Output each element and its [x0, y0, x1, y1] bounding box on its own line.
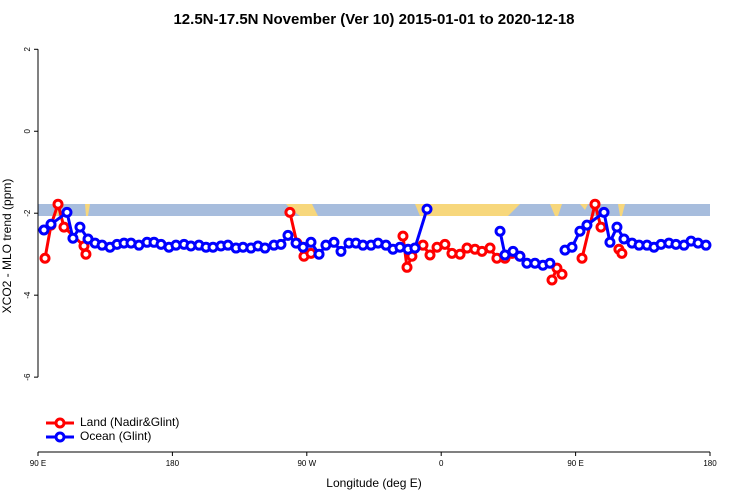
data-point	[574, 225, 586, 237]
y-tick-label: -2	[23, 209, 32, 217]
x-tick-label: 90 W	[297, 459, 316, 468]
x-tick-label: 180	[166, 459, 180, 468]
data-point	[401, 261, 413, 273]
data-point	[700, 239, 712, 251]
data-point	[67, 232, 79, 244]
data-point	[305, 236, 317, 248]
data-point	[556, 268, 568, 280]
data-point	[544, 257, 556, 269]
data-point	[439, 238, 451, 250]
data-point	[409, 242, 421, 254]
land-ocean-strip	[38, 204, 710, 216]
x-tick-label: 0	[439, 459, 444, 468]
y-axis-label: XCO2 - MLO trend (ppm)	[0, 179, 14, 314]
data-point	[38, 224, 50, 236]
y-tick-label: 0	[23, 128, 32, 133]
chart-title: 12.5N-17.5N November (Ver 10) 2015-01-01…	[173, 11, 574, 28]
y-tick-label: -6	[23, 373, 32, 381]
data-point	[80, 248, 92, 260]
data-point	[282, 229, 294, 241]
data-point	[604, 236, 616, 248]
data-point	[581, 219, 593, 231]
data-point	[546, 274, 558, 286]
data-point	[566, 241, 578, 253]
data-point	[39, 252, 51, 264]
legend-marker	[54, 417, 66, 429]
data-point	[397, 230, 409, 242]
data-point	[424, 249, 436, 261]
data-point	[618, 233, 630, 245]
y-tick-label: -4	[23, 291, 32, 299]
x-tick-label: 90 E	[30, 459, 46, 468]
data-point	[52, 198, 64, 210]
y-tick-label: 2	[23, 47, 32, 52]
x-tick-label: 90 E	[567, 459, 583, 468]
data-point	[58, 221, 70, 233]
data-point	[611, 221, 623, 233]
data-point	[74, 221, 86, 233]
data-point	[595, 221, 607, 233]
data-point	[45, 218, 57, 230]
data-point	[454, 248, 466, 260]
data-point	[576, 252, 588, 264]
data-point	[616, 247, 628, 259]
legend-label: Land (Nadir&Glint)	[80, 415, 179, 429]
legend-label: Ocean (Glint)	[80, 429, 151, 443]
data-point	[328, 236, 340, 248]
legend-marker	[54, 431, 66, 443]
data-point	[514, 250, 526, 262]
data-point	[598, 206, 610, 218]
data-point	[507, 245, 519, 257]
data-point	[484, 242, 496, 254]
data-point	[494, 225, 506, 237]
data-point	[589, 198, 601, 210]
data-point	[421, 203, 433, 215]
x-axis-label: Longitude (deg E)	[326, 476, 421, 490]
data-point	[259, 242, 271, 254]
data-point	[61, 206, 73, 218]
data-point	[297, 241, 309, 253]
data-point	[335, 245, 347, 257]
data-point	[275, 238, 287, 250]
series-line	[43, 208, 707, 267]
data-point	[284, 206, 296, 218]
data-point	[313, 248, 325, 260]
x-tick-label: 180	[703, 459, 717, 468]
